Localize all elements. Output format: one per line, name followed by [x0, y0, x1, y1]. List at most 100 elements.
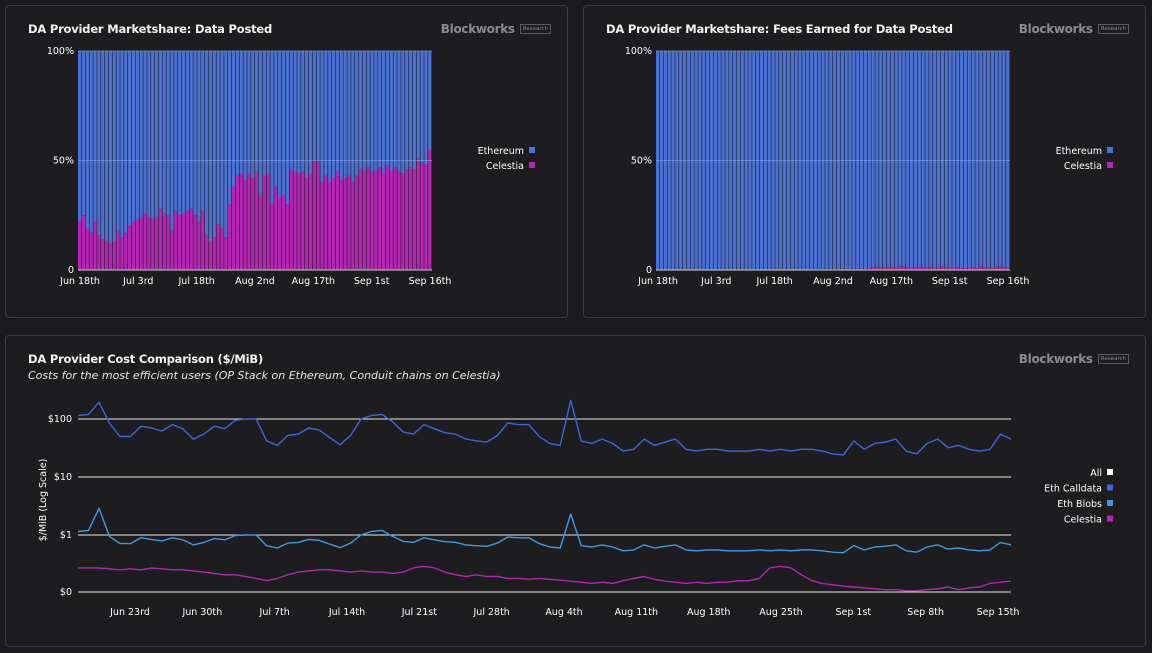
- bar-celestia: [883, 267, 887, 270]
- x-tick-label: Jul 18th: [178, 276, 215, 287]
- bar-ethereum: [154, 51, 159, 218]
- bar-ethereum: [952, 51, 956, 268]
- bar-celestia: [162, 213, 166, 270]
- bar-ethereum: [994, 51, 998, 267]
- bar-ethereum: [85, 51, 89, 229]
- bar-ethereum: [979, 51, 983, 267]
- bar-ethereum: [412, 51, 417, 170]
- bar-celestia: [1006, 267, 1010, 270]
- bar-celestia: [959, 267, 964, 270]
- bar-ethereum: [902, 51, 906, 267]
- bar-ethereum: [120, 51, 124, 238]
- bar-celestia: [952, 267, 956, 270]
- bar-ethereum: [189, 51, 193, 209]
- bar-ethereum: [162, 51, 166, 214]
- bar-celestia: [228, 204, 232, 270]
- bar-ethereum: [289, 51, 293, 170]
- bar-celestia: [93, 221, 97, 270]
- chart-title: DA Provider Marketshare: Data Posted: [28, 22, 273, 36]
- bar-ethereum: [351, 51, 355, 183]
- bar-celestia: [389, 171, 393, 270]
- bar-ethereum: [389, 51, 393, 172]
- bar-celestia: [975, 268, 979, 270]
- bar-ethereum: [906, 51, 910, 268]
- x-tick-label: Jul 14th: [328, 607, 365, 618]
- bar-celestia: [397, 171, 401, 270]
- bar-ethereum: [829, 51, 833, 269]
- bar-ethereum: [913, 51, 918, 268]
- bar-ethereum: [135, 51, 139, 220]
- bar-celestia: [852, 268, 856, 270]
- brand-name: Blockworks: [1018, 352, 1093, 366]
- bar-ethereum: [128, 51, 132, 227]
- bar-ethereum: [894, 51, 898, 268]
- bar-celestia: [416, 158, 420, 270]
- bar-ethereum: [108, 51, 113, 244]
- bar-celestia: [135, 219, 139, 270]
- bar-ethereum: [405, 51, 409, 170]
- bar-ethereum: [998, 51, 1002, 267]
- bar-ethereum: [813, 51, 818, 270]
- bar-ethereum: [959, 51, 964, 268]
- x-tick-label: Sep 1st: [354, 276, 390, 287]
- bar-ethereum: [370, 51, 374, 172]
- bar-ethereum: [428, 51, 432, 150]
- bar-celestia: [948, 267, 952, 270]
- series-line-eth-calldata: [77, 399, 1012, 456]
- bar-ethereum: [909, 51, 914, 268]
- bar-celestia: [351, 182, 355, 270]
- bar-ethereum: [925, 51, 929, 268]
- chart-subtitle: Costs for the most efficient users (OP S…: [28, 369, 501, 382]
- bar-ethereum: [898, 51, 902, 267]
- bar-ethereum: [235, 51, 240, 176]
- bar-ethereum: [178, 51, 182, 216]
- bar-ethereum: [151, 51, 155, 220]
- bar-ethereum: [147, 51, 151, 218]
- bar-ethereum: [247, 51, 251, 174]
- bar-celestia: [112, 241, 116, 270]
- bar-ethereum: [220, 51, 224, 229]
- bar-celestia: [216, 224, 220, 270]
- bar-ethereum: [266, 51, 270, 174]
- legend-swatch: [1107, 469, 1113, 475]
- bar-ethereum: [101, 51, 105, 240]
- bar-ethereum: [381, 51, 386, 174]
- bar-ethereum: [990, 51, 995, 268]
- bar-ethereum: [374, 51, 378, 172]
- bar-celestia: [243, 180, 247, 270]
- bar-celestia: [116, 230, 120, 270]
- bar-celestia: [154, 217, 159, 270]
- bar-ethereum: [875, 51, 879, 267]
- bar-celestia: [362, 171, 366, 270]
- bar-celestia: [933, 267, 937, 270]
- bar-ethereum: [204, 51, 209, 235]
- bar-ethereum: [335, 51, 340, 172]
- bar-celestia: [929, 266, 933, 270]
- bar-ethereum: [424, 51, 428, 165]
- bar-celestia: [998, 266, 1002, 270]
- bar-ethereum: [231, 51, 236, 187]
- bar-ethereum: [258, 51, 263, 196]
- bar-ethereum: [97, 51, 101, 235]
- bar-ethereum: [112, 51, 116, 242]
- bar-celestia: [840, 268, 844, 270]
- bar-celestia: [925, 267, 929, 270]
- bar-celestia: [871, 267, 875, 270]
- bar-celestia: [401, 173, 405, 270]
- bar-ethereum: [975, 51, 979, 269]
- bar-ethereum: [940, 51, 944, 267]
- brand-name: Blockworks: [1018, 22, 1093, 36]
- x-tick-label: Jun 18th: [637, 276, 678, 287]
- bar-ethereum: [285, 51, 290, 205]
- series-line-celestia: [78, 565, 1012, 592]
- bar-celestia: [366, 167, 370, 270]
- bar-celestia: [944, 266, 948, 270]
- bar-celestia: [374, 171, 378, 270]
- bar-ethereum: [170, 51, 174, 231]
- brand-tag: Research: [1097, 24, 1129, 34]
- y-tick-label: 100%: [625, 46, 652, 57]
- y-axis-label: $/MiB (Log Scale): [38, 459, 49, 542]
- bar-celestia: [917, 266, 921, 270]
- bar-celestia: [825, 268, 829, 270]
- y-tick-label: $0: [60, 587, 72, 598]
